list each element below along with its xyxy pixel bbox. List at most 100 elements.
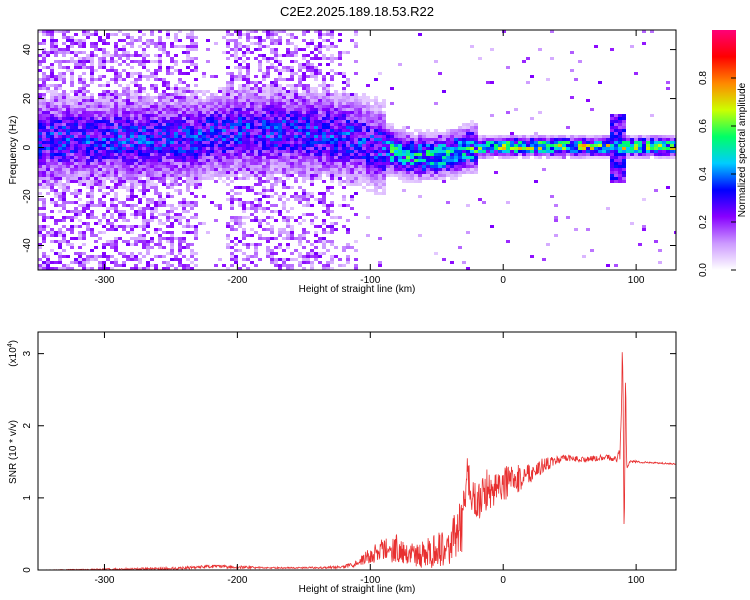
- heatmap-cell: [146, 180, 150, 183]
- heatmap-cell: [358, 111, 362, 114]
- heatmap-cell: [334, 168, 338, 171]
- heatmap-cell: [98, 147, 102, 150]
- heatmap-cell: [298, 153, 302, 156]
- heatmap-cell: [186, 99, 190, 102]
- heatmap-cell: [102, 150, 106, 153]
- heatmap-cell: [58, 78, 62, 81]
- heatmap-cell: [182, 198, 186, 201]
- heatmap-cell: [134, 171, 138, 174]
- heatmap-cell: [486, 144, 490, 147]
- heatmap-cell: [458, 126, 462, 129]
- heatmap-cell: [478, 150, 482, 153]
- heatmap-cell: [214, 132, 218, 135]
- heatmap-cell: [174, 99, 178, 102]
- heatmap-cell: [306, 96, 310, 99]
- heatmap-cell: [254, 93, 258, 96]
- heatmap-cell: [138, 153, 142, 156]
- heatmap-cell: [378, 168, 382, 171]
- heatmap-cell: [426, 132, 430, 135]
- heatmap-cell: [262, 219, 266, 222]
- heatmap-cell: [418, 165, 422, 168]
- heatmap-cell: [74, 123, 78, 126]
- heatmap-cell: [302, 198, 306, 201]
- heatmap-cell: [246, 75, 250, 78]
- heatmap-cell: [214, 75, 218, 78]
- heatmap-cell: [422, 159, 426, 162]
- heatmap-cell: [98, 150, 102, 153]
- heatmap-cell: [238, 102, 242, 105]
- heatmap-cell: [466, 171, 470, 174]
- heatmap-cell: [62, 33, 66, 36]
- heatmap-cell: [366, 234, 370, 237]
- heatmap-cell: [74, 129, 78, 132]
- heatmap-cell: [234, 93, 238, 96]
- heatmap-cell: [142, 219, 146, 222]
- heatmap-cell: [130, 111, 134, 114]
- heatmap-cell: [350, 114, 354, 117]
- heatmap-cell: [434, 252, 438, 255]
- heatmap-cell: [354, 174, 358, 177]
- heatmap-cell: [282, 147, 286, 150]
- heatmap-cell: [314, 120, 318, 123]
- heatmap-cell: [326, 48, 330, 51]
- heatmap-cell: [230, 75, 234, 78]
- heatmap-cell: [174, 153, 178, 156]
- heatmap-cell: [362, 168, 366, 171]
- heatmap-cell: [210, 174, 214, 177]
- heatmap-cell: [86, 207, 90, 210]
- heatmap-cell: [402, 165, 406, 168]
- heatmap-cell: [162, 246, 166, 249]
- heatmap-cell: [266, 252, 270, 255]
- heatmap-cell: [290, 117, 294, 120]
- heatmap-cell: [158, 144, 162, 147]
- heatmap-cell: [406, 126, 410, 129]
- heatmap-cell: [326, 213, 330, 216]
- heatmap-cell: [294, 165, 298, 168]
- heatmap-cell: [154, 45, 158, 48]
- heatmap-cell: [78, 159, 82, 162]
- heatmap-cell: [150, 120, 154, 123]
- heatmap-cell: [110, 111, 114, 114]
- heatmap-cell: [238, 204, 242, 207]
- heatmap-cell: [230, 117, 234, 120]
- heatmap-cell: [138, 96, 142, 99]
- heatmap-cell: [66, 267, 70, 270]
- heatmap-cell: [334, 150, 338, 153]
- heatmap-cell: [182, 264, 186, 267]
- heatmap-cell: [98, 261, 102, 264]
- heatmap-cell: [122, 153, 126, 156]
- heatmap-cell: [114, 99, 118, 102]
- heatmap-cell: [394, 162, 398, 165]
- heatmap-cell: [238, 99, 242, 102]
- heatmap-cell: [62, 264, 66, 267]
- heatmap-cell: [114, 183, 118, 186]
- heatmap-cell: [274, 114, 278, 117]
- heatmap-cell: [102, 93, 106, 96]
- heatmap-cell: [162, 156, 166, 159]
- heatmap-cell: [338, 33, 342, 36]
- heatmap-cell: [90, 105, 94, 108]
- heatmap-cell: [110, 99, 114, 102]
- heatmap-cell: [278, 243, 282, 246]
- heatmap-cell: [274, 264, 278, 267]
- heatmap-cell: [270, 51, 274, 54]
- heatmap-cell: [266, 75, 270, 78]
- heatmap-cell: [422, 132, 426, 135]
- heatmap-cell: [298, 240, 302, 243]
- heatmap-cell: [266, 30, 270, 33]
- heatmap-cell: [118, 252, 122, 255]
- heatmap-cell: [66, 174, 70, 177]
- heatmap-cell: [502, 153, 506, 156]
- heatmap-cell: [438, 144, 442, 147]
- heatmap-cell: [134, 225, 138, 228]
- heatmap-cell: [218, 90, 222, 93]
- heatmap-cell: [462, 147, 466, 150]
- heatmap-cell: [270, 120, 274, 123]
- heatmap-cell: [134, 153, 138, 156]
- heatmap-cell: [374, 189, 378, 192]
- heatmap-cell: [466, 132, 470, 135]
- heatmap-cell: [294, 111, 298, 114]
- heatmap-cell: [298, 201, 302, 204]
- heatmap-cell: [154, 87, 158, 90]
- heatmap-cell: [142, 51, 146, 54]
